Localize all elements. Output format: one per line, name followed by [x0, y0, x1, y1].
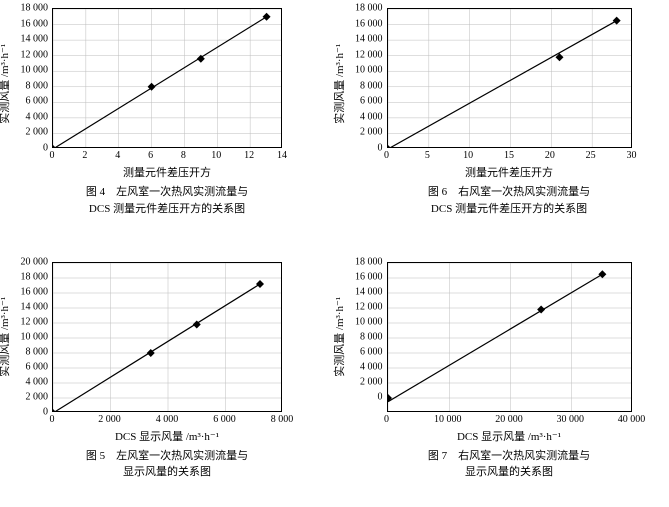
y-tick-label: 6 000 — [26, 96, 49, 107]
y-tick-label: 2 000 — [26, 391, 49, 402]
x-tick-label: 15 — [504, 150, 514, 161]
x-tick-label: 6 — [148, 150, 153, 161]
y-tick-label: 18 000 — [21, 271, 49, 282]
chart-plot-area — [387, 262, 632, 412]
y-tick-label: 6 000 — [360, 346, 383, 357]
y-tick-label: 8 000 — [26, 80, 49, 91]
x-tick-label: 4 — [115, 150, 120, 161]
chart-panel-fig4: 实测风量 /m³·h⁻¹02 0004 0006 0008 00010 0001… — [0, 0, 335, 254]
x-axis-label: 测量元件差压开方 — [387, 164, 632, 180]
x-tick-label: 10 — [211, 150, 221, 161]
chart-panel-fig5: 实测风量 /m³·h⁻¹02 0004 0006 0008 00010 0001… — [0, 254, 335, 507]
y-tick-label: 8 000 — [26, 346, 49, 357]
y-tick-label: 4 000 — [26, 111, 49, 122]
regression-line — [53, 284, 260, 412]
y-tick-label: 14 000 — [21, 301, 49, 312]
y-tick-label: 0 — [378, 143, 383, 154]
y-tick-label: 8 000 — [360, 331, 383, 342]
y-tick-label: 0 — [378, 391, 383, 402]
x-axis-label: 测量元件差压开方 — [52, 164, 282, 180]
caption-line: 图 5 左风室一次热风实测流量与 — [52, 448, 282, 465]
y-tick-label: 4 000 — [360, 111, 383, 122]
chart-panel-fig7: 实测风量 /m³·h⁻¹02 0004 0006 0008 00010 0001… — [335, 254, 669, 507]
x-tick-label: 40 000 — [618, 414, 646, 425]
x-tick-label: 0 — [384, 150, 389, 161]
caption-line: 显示风量的关系图 — [387, 464, 632, 481]
caption-line: 图 4 左风室一次热风实测流量与 — [52, 184, 282, 201]
y-tick-label: 4 000 — [360, 361, 383, 372]
y-tick-label: 18 000 — [355, 256, 383, 267]
figure-caption: 图 4 左风室一次热风实测流量与DCS 测量元件差压开方的关系图 — [52, 184, 282, 217]
y-tick-label: 12 000 — [355, 49, 383, 60]
chart-plot-area — [52, 8, 282, 148]
chart-plot-area — [52, 262, 282, 412]
x-tick-label: 2 000 — [98, 414, 121, 425]
chart-panel-fig6: 实测风量 /m³·h⁻¹02 0004 0006 0008 00010 0001… — [335, 0, 669, 254]
x-tick-label: 2 — [82, 150, 87, 161]
figure-caption: 图 5 左风室一次热风实测流量与显示风量的关系图 — [52, 448, 282, 481]
y-tick-label: 10 000 — [21, 65, 49, 76]
y-tick-label: 18 000 — [21, 3, 49, 14]
figure-caption: 图 7 右风室一次热风实测流量与显示风量的关系图 — [387, 448, 632, 481]
y-tick-label: 20 000 — [21, 256, 49, 267]
y-tick-label: 0 — [43, 143, 48, 154]
caption-line: 图 7 右风室一次热风实测流量与 — [387, 448, 632, 465]
y-tick-label: 2 000 — [360, 376, 383, 387]
y-tick-label: 2 000 — [360, 127, 383, 138]
x-tick-label: 10 000 — [434, 414, 462, 425]
data-point-marker — [612, 17, 620, 25]
y-tick-label: 10 000 — [355, 65, 383, 76]
y-tick-label: 0 — [43, 406, 48, 417]
y-tick-label: 16 000 — [355, 271, 383, 282]
x-tick-label: 14 — [277, 150, 287, 161]
x-tick-label: 20 000 — [495, 414, 523, 425]
caption-line: DCS 测量元件差压开方的关系图 — [387, 201, 632, 218]
y-tick-label: 12 000 — [355, 301, 383, 312]
x-tick-label: 30 — [627, 150, 637, 161]
y-tick-label: 4 000 — [26, 376, 49, 387]
x-tick-label: 8 000 — [271, 414, 294, 425]
x-tick-label: 0 — [384, 414, 389, 425]
x-tick-label: 0 — [50, 150, 55, 161]
x-tick-label: 8 — [181, 150, 186, 161]
x-tick-label: 30 000 — [557, 414, 585, 425]
x-axis-label: DCS 显示风量 /m³·h⁻¹ — [52, 428, 282, 444]
data-point-marker — [263, 13, 271, 21]
x-tick-label: 10 — [463, 150, 473, 161]
y-tick-label: 12 000 — [21, 49, 49, 60]
y-tick-label: 14 000 — [355, 286, 383, 297]
y-tick-label: 16 000 — [21, 286, 49, 297]
regression-line — [53, 17, 267, 148]
y-tick-label: 16 000 — [21, 18, 49, 29]
data-point-marker — [256, 280, 264, 288]
caption-line: 图 6 右风室一次热风实测流量与 — [387, 184, 632, 201]
x-tick-label: 4 000 — [156, 414, 179, 425]
data-point-marker — [598, 270, 606, 278]
x-tick-label: 0 — [50, 414, 55, 425]
y-tick-label: 14 000 — [21, 34, 49, 45]
y-tick-label: 18 000 — [355, 3, 383, 14]
y-tick-label: 2 000 — [26, 127, 49, 138]
y-tick-label: 8 000 — [360, 80, 383, 91]
x-tick-label: 25 — [586, 150, 596, 161]
y-tick-label: 16 000 — [355, 18, 383, 29]
chart-plot-area — [387, 8, 632, 148]
y-tick-label: 6 000 — [26, 361, 49, 372]
y-tick-label: 6 000 — [360, 96, 383, 107]
caption-line: 显示风量的关系图 — [52, 464, 282, 481]
y-tick-label: 10 000 — [21, 331, 49, 342]
x-tick-label: 12 — [244, 150, 254, 161]
x-tick-label: 6 000 — [213, 414, 236, 425]
x-tick-label: 20 — [545, 150, 555, 161]
y-tick-label: 14 000 — [355, 34, 383, 45]
y-tick-label: 12 000 — [21, 316, 49, 327]
regression-line — [388, 21, 617, 148]
x-tick-label: 5 — [425, 150, 430, 161]
figure-caption: 图 6 右风室一次热风实测流量与DCS 测量元件差压开方的关系图 — [387, 184, 632, 217]
y-tick-label: 10 000 — [355, 316, 383, 327]
caption-line: DCS 测量元件差压开方的关系图 — [52, 201, 282, 218]
x-axis-label: DCS 显示风量 /m³·h⁻¹ — [387, 428, 632, 444]
